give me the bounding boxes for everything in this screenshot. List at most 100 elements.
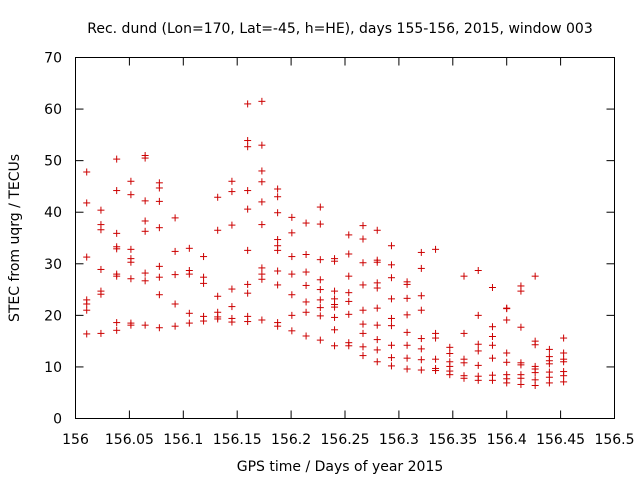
data-point bbox=[417, 248, 425, 256]
data-point bbox=[531, 369, 539, 377]
data-point bbox=[97, 329, 105, 337]
data-point bbox=[359, 352, 367, 360]
data-point bbox=[403, 328, 411, 336]
data-point bbox=[258, 275, 266, 283]
data-point bbox=[387, 322, 395, 330]
x-tick-label: 156.1 bbox=[163, 432, 203, 448]
data-point bbox=[274, 322, 282, 330]
data-point bbox=[517, 287, 525, 295]
data-point bbox=[302, 308, 310, 316]
data-point bbox=[83, 300, 91, 308]
data-point bbox=[185, 270, 193, 278]
data-point bbox=[274, 193, 282, 201]
data-point bbox=[503, 316, 511, 324]
y-tick-label: 60 bbox=[44, 102, 62, 118]
data-point bbox=[141, 277, 149, 285]
data-point bbox=[359, 329, 367, 337]
data-point bbox=[560, 349, 568, 357]
data-point bbox=[244, 137, 252, 145]
plot-frame bbox=[75, 57, 615, 419]
data-point bbox=[141, 217, 149, 225]
data-point bbox=[545, 360, 553, 368]
data-point bbox=[258, 97, 266, 105]
data-point bbox=[503, 349, 511, 357]
data-point bbox=[244, 100, 252, 108]
data-point bbox=[488, 341, 496, 349]
data-point bbox=[359, 306, 367, 314]
data-point bbox=[432, 367, 440, 375]
data-point bbox=[258, 198, 266, 206]
data-point bbox=[331, 303, 339, 311]
data-point bbox=[560, 378, 568, 386]
data-point bbox=[474, 311, 482, 319]
data-point bbox=[155, 273, 163, 281]
data-point bbox=[488, 376, 496, 384]
x-tick-label: 156.2 bbox=[271, 432, 311, 448]
data-point bbox=[97, 290, 105, 298]
y-tick-label: 30 bbox=[44, 257, 62, 273]
data-point bbox=[417, 306, 425, 314]
data-point bbox=[302, 332, 310, 340]
data-point bbox=[331, 257, 339, 265]
data-point bbox=[171, 214, 179, 222]
x-tick-label: 156.3 bbox=[379, 432, 419, 448]
data-point bbox=[228, 188, 236, 196]
data-point bbox=[141, 154, 149, 162]
data-point bbox=[171, 322, 179, 330]
data-point bbox=[274, 281, 282, 289]
data-point bbox=[403, 365, 411, 373]
data-point bbox=[345, 297, 353, 305]
data-point bbox=[228, 303, 236, 311]
data-point bbox=[403, 294, 411, 302]
data-point bbox=[185, 319, 193, 327]
data-point bbox=[531, 272, 539, 280]
data-point bbox=[258, 167, 266, 175]
data-point bbox=[417, 264, 425, 272]
y-tick-label: 40 bbox=[44, 205, 62, 221]
data-point bbox=[488, 323, 496, 331]
data-point bbox=[503, 305, 511, 313]
data-point bbox=[258, 221, 266, 229]
data-point bbox=[331, 326, 339, 334]
data-point bbox=[155, 324, 163, 332]
data-point bbox=[446, 343, 454, 351]
data-point bbox=[274, 185, 282, 193]
data-point bbox=[214, 226, 222, 234]
x-tick-label: 156.45 bbox=[536, 432, 585, 448]
data-point bbox=[359, 281, 367, 289]
data-point bbox=[460, 272, 468, 280]
data-point bbox=[316, 220, 324, 228]
data-point bbox=[432, 355, 440, 363]
data-point bbox=[417, 356, 425, 364]
data-point bbox=[274, 209, 282, 217]
data-point bbox=[403, 280, 411, 288]
data-point bbox=[417, 345, 425, 353]
y-tick-label: 70 bbox=[44, 51, 62, 67]
data-point bbox=[373, 346, 381, 354]
data-point bbox=[155, 291, 163, 299]
data-point bbox=[387, 314, 395, 322]
data-point bbox=[345, 289, 353, 297]
data-point bbox=[113, 245, 121, 253]
data-point bbox=[302, 251, 310, 259]
data-point bbox=[488, 333, 496, 341]
data-point bbox=[474, 340, 482, 348]
data-point bbox=[83, 199, 91, 207]
data-point bbox=[200, 273, 208, 281]
data-point bbox=[503, 358, 511, 366]
data-point bbox=[517, 323, 525, 331]
data-point bbox=[244, 246, 252, 254]
data-point bbox=[113, 187, 121, 195]
x-tick-label: 156 bbox=[62, 432, 89, 448]
data-point bbox=[228, 285, 236, 293]
data-point bbox=[359, 259, 367, 267]
data-point bbox=[288, 229, 296, 237]
data-point bbox=[244, 289, 252, 297]
data-point bbox=[460, 374, 468, 382]
data-point bbox=[244, 280, 252, 288]
data-point bbox=[316, 312, 324, 320]
data-point bbox=[97, 226, 105, 234]
axis-tick-labels: 156 156.05 156.1 156.15 156.2 156.25 156.3 156.… bbox=[44, 51, 634, 449]
y-tick-label: 50 bbox=[44, 154, 62, 170]
data-point bbox=[288, 327, 296, 335]
